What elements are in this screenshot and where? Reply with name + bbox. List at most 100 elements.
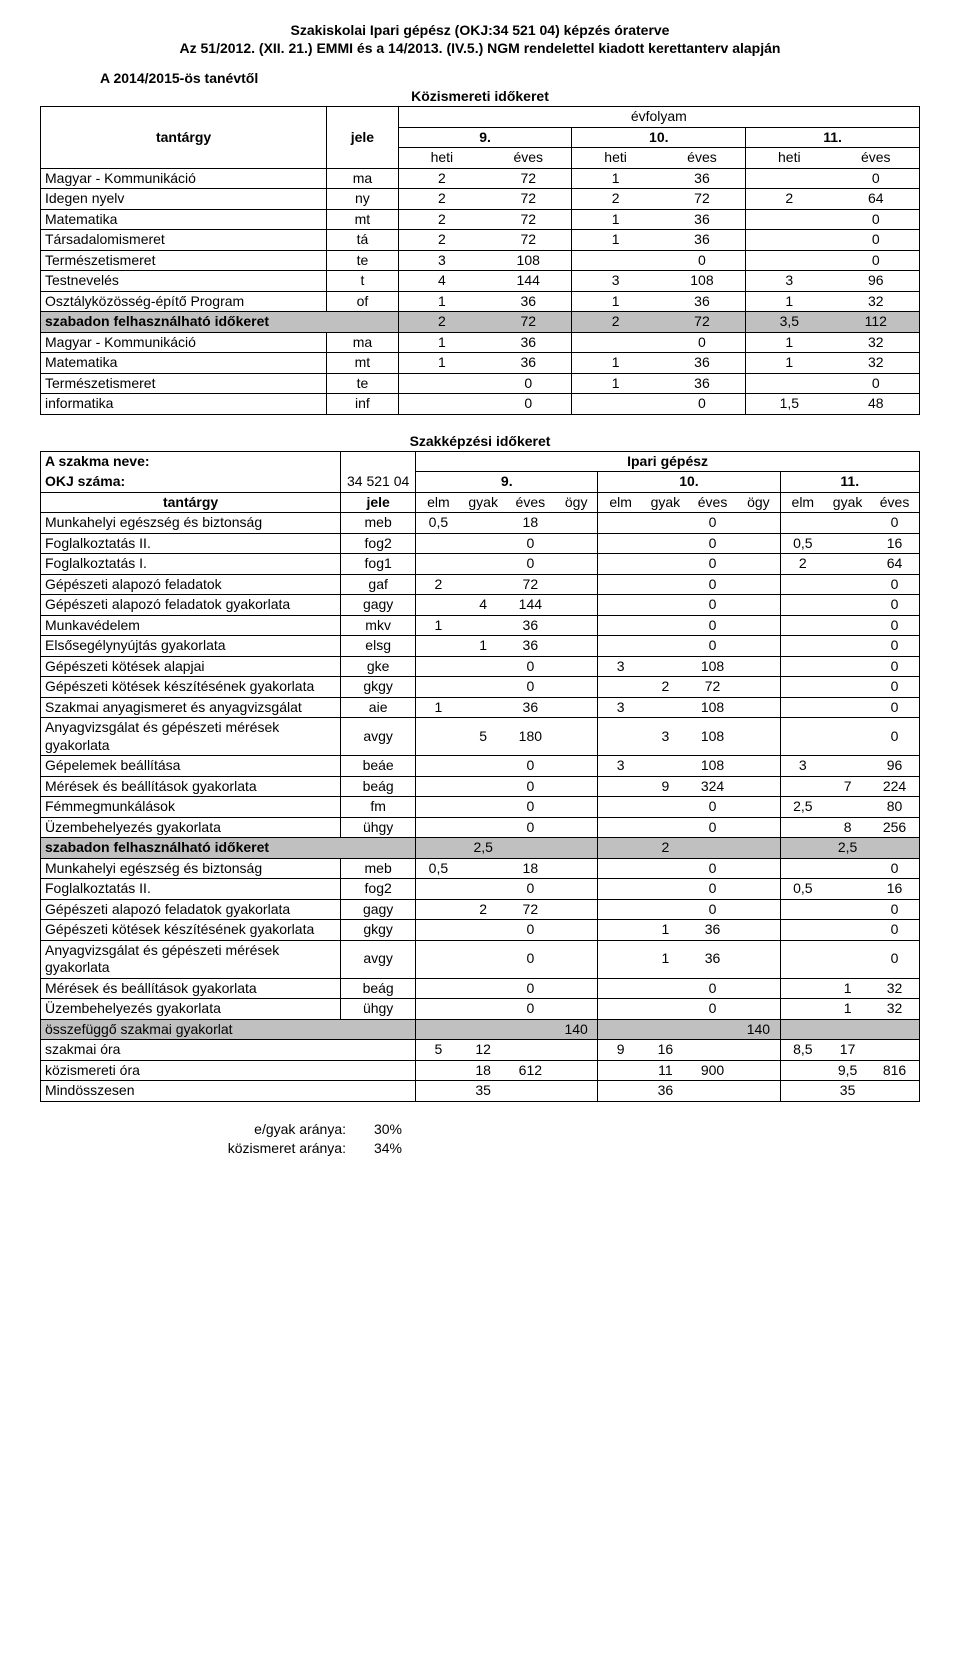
table-row: OKJ száma: 34 521 04 9. 10. 11. (41, 472, 920, 493)
table-cell: 256 (870, 817, 919, 838)
subject-code: inf (327, 394, 399, 415)
subject-code: tá (327, 230, 399, 251)
table-cell: 0 (659, 394, 746, 415)
table-cell: 0 (506, 817, 555, 838)
table-cell (461, 858, 506, 879)
table-cell: 3 (780, 756, 825, 777)
table-cell (555, 697, 598, 718)
table-cell (780, 920, 825, 941)
table-cell: 36 (659, 230, 746, 251)
table-row: Foglalkoztatás II. fog2 000,516 (41, 533, 920, 554)
subject-name: Mérések és beállítások gyakorlata (41, 978, 341, 999)
table-row: Magyar - Kommunikáció ma 1360132 (41, 332, 920, 353)
table-cell (643, 533, 688, 554)
table-cell (643, 574, 688, 595)
table-cell (737, 858, 780, 879)
table-cell: 0 (485, 373, 572, 394)
table-cell (737, 513, 780, 534)
table-cell: 32 (832, 291, 919, 312)
table-cell (416, 838, 461, 859)
table-cell: 816 (870, 1060, 919, 1081)
table-cell (780, 513, 825, 534)
table-cell: 3 (598, 656, 643, 677)
table-cell (780, 1019, 825, 1040)
table-cell: 1,5 (746, 394, 833, 415)
summary-label: Mindösszesen (41, 1081, 416, 1102)
table-cell (825, 574, 870, 595)
table-cell (737, 1060, 780, 1081)
subject-name: Fémmegmunkálások (41, 797, 341, 818)
table-cell (825, 879, 870, 900)
table-cell (555, 656, 598, 677)
table-cell (461, 1019, 506, 1040)
table-cell (643, 595, 688, 616)
table-cell: 72 (659, 189, 746, 210)
table-cell (461, 920, 506, 941)
table-cell: 1 (398, 353, 485, 374)
table-cell: 1 (825, 978, 870, 999)
table-cell (598, 615, 643, 636)
subject-name: Mérések és beállítások gyakorlata (41, 776, 341, 797)
table-cell (688, 1081, 737, 1102)
table-cell (461, 656, 506, 677)
header-gyak: gyak (825, 492, 870, 513)
table-cell (737, 718, 780, 756)
subtitle: A 2014/2015-ös tanévtől (100, 70, 920, 86)
table-cell: 72 (506, 574, 555, 595)
table-cell (416, 940, 461, 978)
subject-code: aie (341, 697, 416, 718)
table-cell (825, 1019, 870, 1040)
table-cell (825, 940, 870, 978)
table-cell: 36 (659, 209, 746, 230)
table-cell (416, 595, 461, 616)
table-cell (461, 797, 506, 818)
table-cell: 2 (398, 168, 485, 189)
table-cell (825, 615, 870, 636)
table-cell (416, 636, 461, 657)
table-cell: 35 (825, 1081, 870, 1102)
subject-code: beáe (341, 756, 416, 777)
table-cell: 1 (461, 636, 506, 657)
subject-code: avgy (341, 718, 416, 756)
table-cell: 144 (506, 595, 555, 616)
table-cell (643, 697, 688, 718)
table-cell: 3 (643, 718, 688, 756)
table-cell (737, 595, 780, 616)
subject-name: Természetismeret (41, 250, 327, 271)
table-row: Anyagvizsgálat és gépészeti mérések gyak… (41, 940, 920, 978)
table-cell (598, 797, 643, 818)
table-cell (780, 776, 825, 797)
table-cell (598, 940, 643, 978)
table-cell: 0,5 (416, 513, 461, 534)
subject-code: elsg (341, 636, 416, 657)
table-cell (598, 858, 643, 879)
subject-name: Magyar - Kommunikáció (41, 168, 327, 189)
subject-name: Matematika (41, 209, 327, 230)
table-cell (572, 394, 659, 415)
table-cell: 4 (461, 595, 506, 616)
table-cell (598, 554, 643, 575)
table-row: szabadon felhasználható időkeret 2,522,5 (41, 838, 920, 859)
table-cell: 36 (506, 636, 555, 657)
table-cell (688, 838, 737, 859)
table-cell (780, 858, 825, 879)
subject-name: Matematika (41, 353, 327, 374)
table-cell (416, 718, 461, 756)
table-cell: 36 (659, 168, 746, 189)
subject-name: Elsősegélynyújtás gyakorlata (41, 636, 341, 657)
header-elm: elm (416, 492, 461, 513)
subject-name: Foglalkoztatás I. (41, 554, 341, 575)
header-heti: heti (572, 148, 659, 169)
header-jele: jele (327, 107, 399, 169)
table-cell: 18 (506, 858, 555, 879)
table-cell: 36 (688, 940, 737, 978)
table-cell (825, 595, 870, 616)
table-cell: 36 (643, 1081, 688, 1102)
table-row: Foglalkoztatás II. fog2 000,516 (41, 879, 920, 900)
table-cell (825, 718, 870, 756)
table-cell (598, 533, 643, 554)
table-cell: 36 (659, 353, 746, 374)
table-cell: 0 (688, 574, 737, 595)
table-cell: 1 (416, 615, 461, 636)
table-cell (737, 838, 780, 859)
